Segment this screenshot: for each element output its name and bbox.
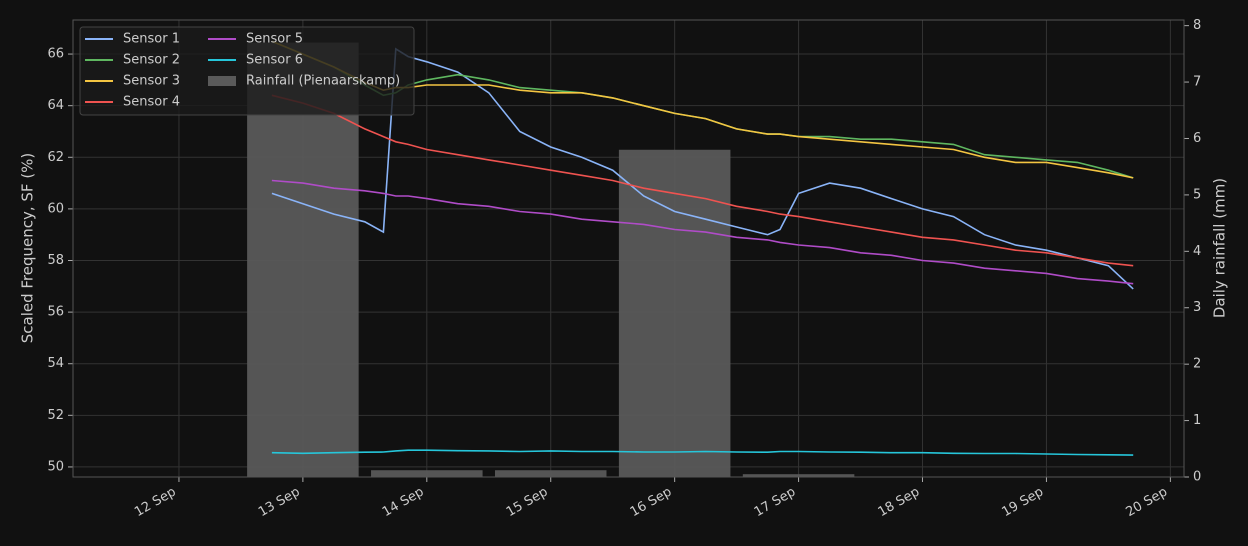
y-tick-label: 58	[47, 253, 64, 268]
y-tick-label: 64	[47, 98, 64, 113]
y-tick-label: 52	[47, 408, 64, 423]
bar	[618, 149, 731, 477]
y2-tick-label: 3	[1193, 300, 1201, 315]
legend-label: Sensor 4	[123, 95, 180, 110]
legend-label: Sensor 6	[246, 53, 303, 68]
y-tick-label: 66	[47, 47, 64, 62]
y2-tick-label: 1	[1193, 413, 1201, 428]
y-tick-label: 60	[47, 201, 64, 216]
y2-tick-label: 0	[1193, 470, 1201, 485]
y-tick-label: 54	[47, 356, 64, 371]
line	[271, 94, 1134, 267]
y-tick-label: 62	[47, 150, 64, 165]
legend-label: Sensor 3	[123, 74, 180, 89]
y-axis-label: Scaled Frequency, SF (%)	[19, 153, 37, 344]
y2-axis-label: Daily rainfall (mm)	[1211, 178, 1229, 318]
y2-tick-label: 6	[1193, 131, 1201, 146]
y2-tick-label: 4	[1193, 244, 1201, 259]
legend-label: Sensor 2	[123, 53, 180, 68]
bar	[494, 470, 607, 477]
legend-box	[79, 26, 415, 116]
bar	[371, 470, 483, 477]
y2-tick-label: 7	[1193, 75, 1201, 90]
line	[271, 179, 1134, 285]
y2-tick-label: 5	[1193, 187, 1201, 202]
legend-label: Sensor 1	[123, 32, 180, 47]
plot-frame	[72, 19, 1185, 478]
y-tick-label: 56	[47, 305, 64, 320]
bar	[742, 474, 855, 477]
legend-swatch	[208, 76, 236, 86]
line	[271, 449, 1134, 456]
legend-label: Sensor 5	[246, 32, 303, 47]
y-tick-label: 50	[47, 459, 64, 474]
y2-tick-label: 8	[1193, 18, 1201, 33]
y2-tick-label: 2	[1193, 357, 1201, 372]
legend-label: Rainfall (Pienaarskamp)	[246, 74, 400, 89]
